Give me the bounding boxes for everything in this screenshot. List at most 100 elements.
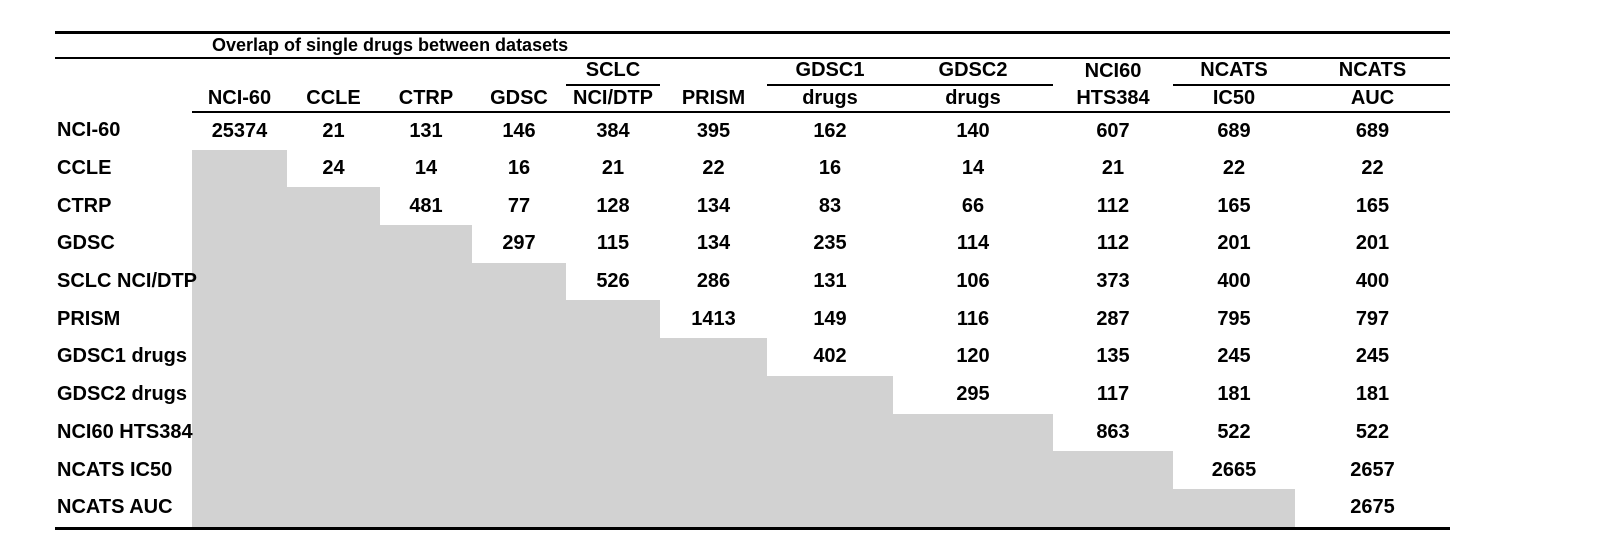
overlap-value-cell: 22 [1222, 157, 1246, 180]
overlap-value-cell: 522 [1217, 420, 1251, 443]
overlap-value-cell: 146 [502, 119, 536, 142]
shaded-cell [192, 338, 287, 376]
column-header-top: NCATS [1295, 59, 1450, 86]
table-row: NCI60 HTS384 863 522 522 [55, 413, 1450, 452]
shaded-cell [287, 338, 380, 376]
shaded-cell [192, 375, 287, 414]
shaded-cell [192, 413, 287, 452]
shaded-cell [566, 488, 660, 527]
shaded-cell [192, 300, 287, 339]
overlap-value-cell: 2665 [1211, 458, 1257, 481]
shaded-cell [893, 413, 1053, 452]
overlap-value-cell: 21 [1101, 157, 1125, 180]
header-corner [55, 59, 192, 85]
shaded-cell [380, 451, 472, 489]
row-label: GDSC2 drugs [57, 383, 188, 406]
overlap-value-cell: 395 [696, 119, 731, 142]
column-header-bottom: IC50 [1173, 85, 1295, 113]
overlap-value-cell: 797 [1355, 307, 1390, 330]
overlap-value-cell: 863 [1096, 420, 1130, 443]
overlap-value-cell: 245 [1355, 345, 1390, 368]
shaded-cell [380, 338, 472, 376]
shaded-cell [566, 451, 660, 489]
column-header-bottom: PRISM [660, 85, 767, 113]
overlap-value-cell: 402 [813, 345, 847, 368]
shaded-cell [893, 451, 1053, 489]
column-header-bottom: NCI-60 [192, 85, 287, 113]
overlap-value-cell: 286 [696, 270, 731, 293]
overlap-value-cell: 149 [813, 307, 847, 330]
shaded-cell [287, 451, 380, 489]
overlap-value-cell: 400 [1217, 270, 1251, 293]
overlap-value-cell: 128 [596, 194, 630, 217]
table-row: PRISM 1413 149 116 287 795 797 [55, 300, 1450, 339]
row-label: GDSC1 drugs [57, 345, 188, 368]
column-header-top [192, 59, 287, 85]
column-header-top: NCI60 [1084, 60, 1142, 82]
overlap-value-cell: 131 [409, 119, 443, 142]
overlap-value-cell: 2675 [1350, 496, 1395, 519]
column-header-bottom: NCI/DTP [566, 85, 660, 113]
shaded-cell [660, 488, 767, 527]
shaded-cell [472, 338, 566, 376]
column-header-bottom: GDSC [472, 85, 566, 113]
shaded-cell [472, 300, 566, 339]
overlap-value-cell: 481 [409, 194, 443, 217]
overlap-value-cell: 689 [1217, 119, 1251, 142]
overlap-value-cell: 117 [1096, 383, 1130, 406]
shaded-cell [192, 149, 287, 188]
shaded-cell [192, 262, 287, 301]
overlap-value-cell: 106 [956, 270, 990, 293]
overlap-matrix: SCLC GDSC1 GDSC2 NCI60 NCATS NCATS NCI-60 CCLE C… [55, 59, 1450, 527]
row-label: NCATS AUC [57, 496, 173, 519]
overlap-value-cell: 295 [956, 383, 990, 406]
overlap-value-cell: 16 [818, 157, 842, 180]
table-row: SCLC NCI/DTP 526 286 131 106 373 400 400 [55, 262, 1450, 301]
overlap-value-cell: 83 [818, 194, 842, 217]
overlap-value-cell: 2657 [1350, 458, 1395, 481]
overlap-value-cell: 181 [1355, 383, 1390, 406]
column-header-top: GDSC2 [893, 59, 1053, 86]
shaded-cell [566, 413, 660, 452]
overlap-value-cell: 114 [956, 232, 990, 255]
overlap-value-cell: 115 [596, 232, 630, 255]
shaded-cell [287, 187, 380, 226]
overlap-value-cell: 181 [1217, 383, 1251, 406]
shaded-cell [660, 451, 767, 489]
shaded-cell [192, 187, 287, 226]
overlap-value-cell: 25374 [211, 119, 268, 142]
shaded-cell [660, 338, 767, 376]
shaded-cell [566, 375, 660, 414]
column-header-top: SCLC [566, 59, 660, 86]
shaded-cell [287, 488, 380, 527]
shaded-cell [287, 300, 380, 339]
overlap-value-cell: 245 [1217, 345, 1251, 368]
shaded-cell [1053, 488, 1173, 527]
overlap-value-cell: 22 [702, 157, 725, 180]
row-label: NCATS IC50 [57, 458, 173, 481]
table-title: Overlap of single drugs between datasets [55, 34, 1450, 59]
overlap-value-cell: 373 [1096, 270, 1130, 293]
column-header-bottom: CCLE [287, 85, 380, 113]
column-header-bottom: AUC [1295, 85, 1450, 113]
shaded-cell [380, 413, 472, 452]
shaded-cell [566, 338, 660, 376]
overlap-value-cell: 287 [1096, 307, 1130, 330]
column-header-top [472, 59, 566, 85]
table-row: NCATS IC50 2665 2657 [55, 451, 1450, 489]
row-label: PRISM [57, 307, 121, 330]
shaded-cell [1173, 488, 1295, 527]
row-label: CCLE [57, 157, 112, 180]
overlap-value-cell: 165 [1217, 194, 1251, 217]
overlap-value-cell: 689 [1355, 119, 1390, 142]
overlap-value-cell: 201 [1355, 232, 1390, 255]
shaded-cell [767, 451, 893, 489]
overlap-value-cell: 135 [1096, 345, 1130, 368]
overlap-value-cell: 526 [596, 270, 630, 293]
overlap-value-cell: 112 [1096, 232, 1130, 255]
column-header-top: GDSC1 [767, 59, 893, 86]
overlap-value-cell: 795 [1217, 307, 1251, 330]
shaded-cell [380, 300, 472, 339]
overlap-value-cell: 14 [961, 157, 985, 180]
